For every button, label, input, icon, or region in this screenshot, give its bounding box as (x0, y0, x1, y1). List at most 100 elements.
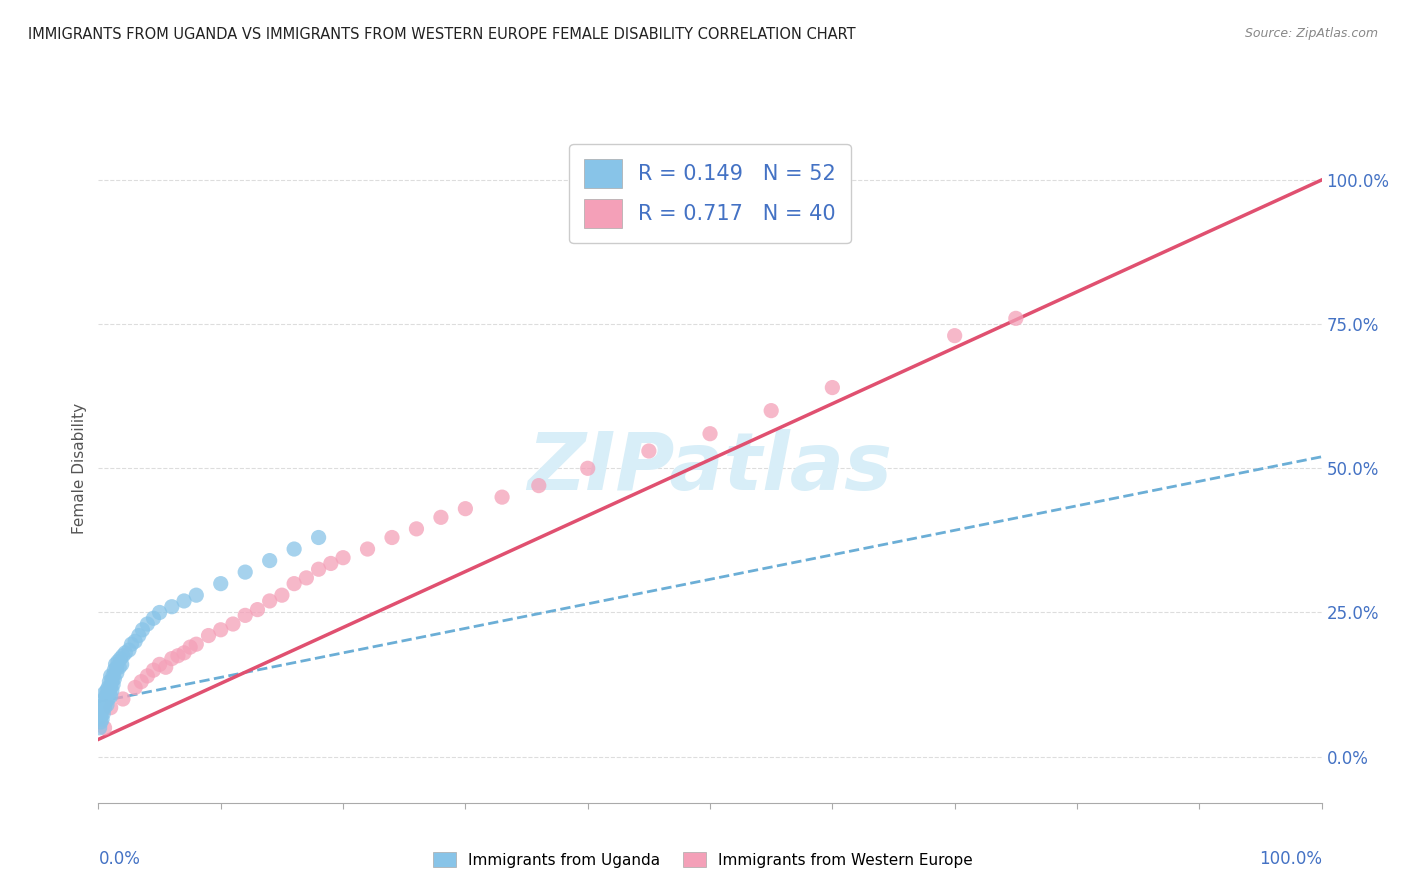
Point (308, 531, 330, 545)
Point (93, 721, 115, 735)
Point (136, 669, 159, 683)
Text: 0.0%: 0.0% (98, 849, 141, 868)
Point (90, 714, 112, 729)
Point (167, 648, 190, 663)
Point (91, 704, 114, 718)
Point (93, 700, 115, 714)
Point (104, 657, 127, 672)
Point (118, 643, 141, 657)
Point (381, 531, 404, 545)
Point (405, 522, 427, 536)
Point (160, 599, 183, 614)
Text: Source: ZipAtlas.com: Source: ZipAtlas.com (1244, 27, 1378, 40)
Point (94, 689, 117, 703)
Point (430, 510, 453, 524)
Point (637, 444, 661, 458)
Point (110, 651, 132, 665)
Point (96, 683, 118, 698)
Point (94, 695, 117, 709)
Point (356, 542, 378, 557)
Point (1004, 311, 1026, 326)
Point (491, 490, 513, 504)
Point (332, 550, 354, 565)
Point (124, 634, 146, 648)
Point (100, 689, 122, 703)
Point (97, 681, 120, 695)
Point (259, 594, 281, 608)
Point (197, 629, 219, 643)
Point (91, 712, 114, 726)
Point (222, 617, 245, 632)
Point (101, 674, 124, 689)
Point (98, 686, 121, 700)
Text: IMMIGRANTS FROM UGANDA VS IMMIGRANTS FROM WESTERN EUROPE FEMALE DISABILITY CORRE: IMMIGRANTS FROM UGANDA VS IMMIGRANTS FRO… (28, 27, 856, 42)
Point (111, 648, 134, 663)
Point (308, 562, 330, 576)
Point (91, 706, 114, 721)
Point (186, 637, 208, 651)
Point (91, 698, 114, 712)
Point (527, 478, 550, 492)
Point (149, 657, 172, 672)
Legend: R = 0.149   N = 52, R = 0.717   N = 40: R = 0.149 N = 52, R = 0.717 N = 40 (569, 145, 851, 243)
Point (103, 663, 125, 677)
Point (155, 660, 177, 674)
Point (108, 660, 131, 674)
Point (149, 606, 172, 620)
Point (93, 692, 115, 706)
Point (179, 640, 201, 654)
Point (209, 576, 232, 591)
Point (101, 669, 124, 683)
Point (186, 588, 208, 602)
Point (96, 698, 118, 712)
Point (283, 542, 305, 557)
Point (319, 557, 342, 571)
Point (160, 651, 183, 665)
Point (111, 657, 134, 672)
Point (100, 669, 122, 683)
Text: 100.0%: 100.0% (1258, 849, 1322, 868)
Point (136, 617, 159, 632)
Legend: Immigrants from Uganda, Immigrants from Western Europe: Immigrants from Uganda, Immigrants from … (426, 844, 980, 875)
Point (454, 501, 477, 516)
Point (270, 588, 294, 602)
Point (114, 646, 136, 660)
Point (89, 721, 111, 735)
Point (105, 660, 128, 674)
Point (233, 608, 256, 623)
Point (90, 709, 112, 723)
Point (142, 611, 165, 625)
Point (103, 672, 125, 686)
Point (259, 553, 281, 567)
Point (107, 655, 129, 669)
Point (761, 403, 783, 417)
Y-axis label: Female Disability: Female Disability (72, 402, 87, 534)
Point (943, 328, 966, 343)
Point (111, 692, 134, 706)
Point (101, 683, 124, 698)
Point (233, 565, 256, 579)
Point (576, 461, 599, 475)
Point (142, 663, 165, 677)
Point (129, 674, 152, 689)
Point (128, 629, 150, 643)
Text: ZIPatlas: ZIPatlas (527, 429, 893, 508)
Point (98, 674, 121, 689)
Point (93, 686, 115, 700)
Point (699, 426, 721, 441)
Point (173, 594, 195, 608)
Point (209, 623, 232, 637)
Point (131, 623, 153, 637)
Point (120, 637, 142, 651)
Point (246, 602, 269, 616)
Point (173, 646, 195, 660)
Point (105, 666, 128, 681)
Point (821, 380, 844, 394)
Point (124, 681, 146, 695)
Point (283, 576, 305, 591)
Point (97, 692, 120, 706)
Point (100, 681, 122, 695)
Point (100, 700, 122, 714)
Point (295, 571, 318, 585)
Point (101, 677, 124, 691)
